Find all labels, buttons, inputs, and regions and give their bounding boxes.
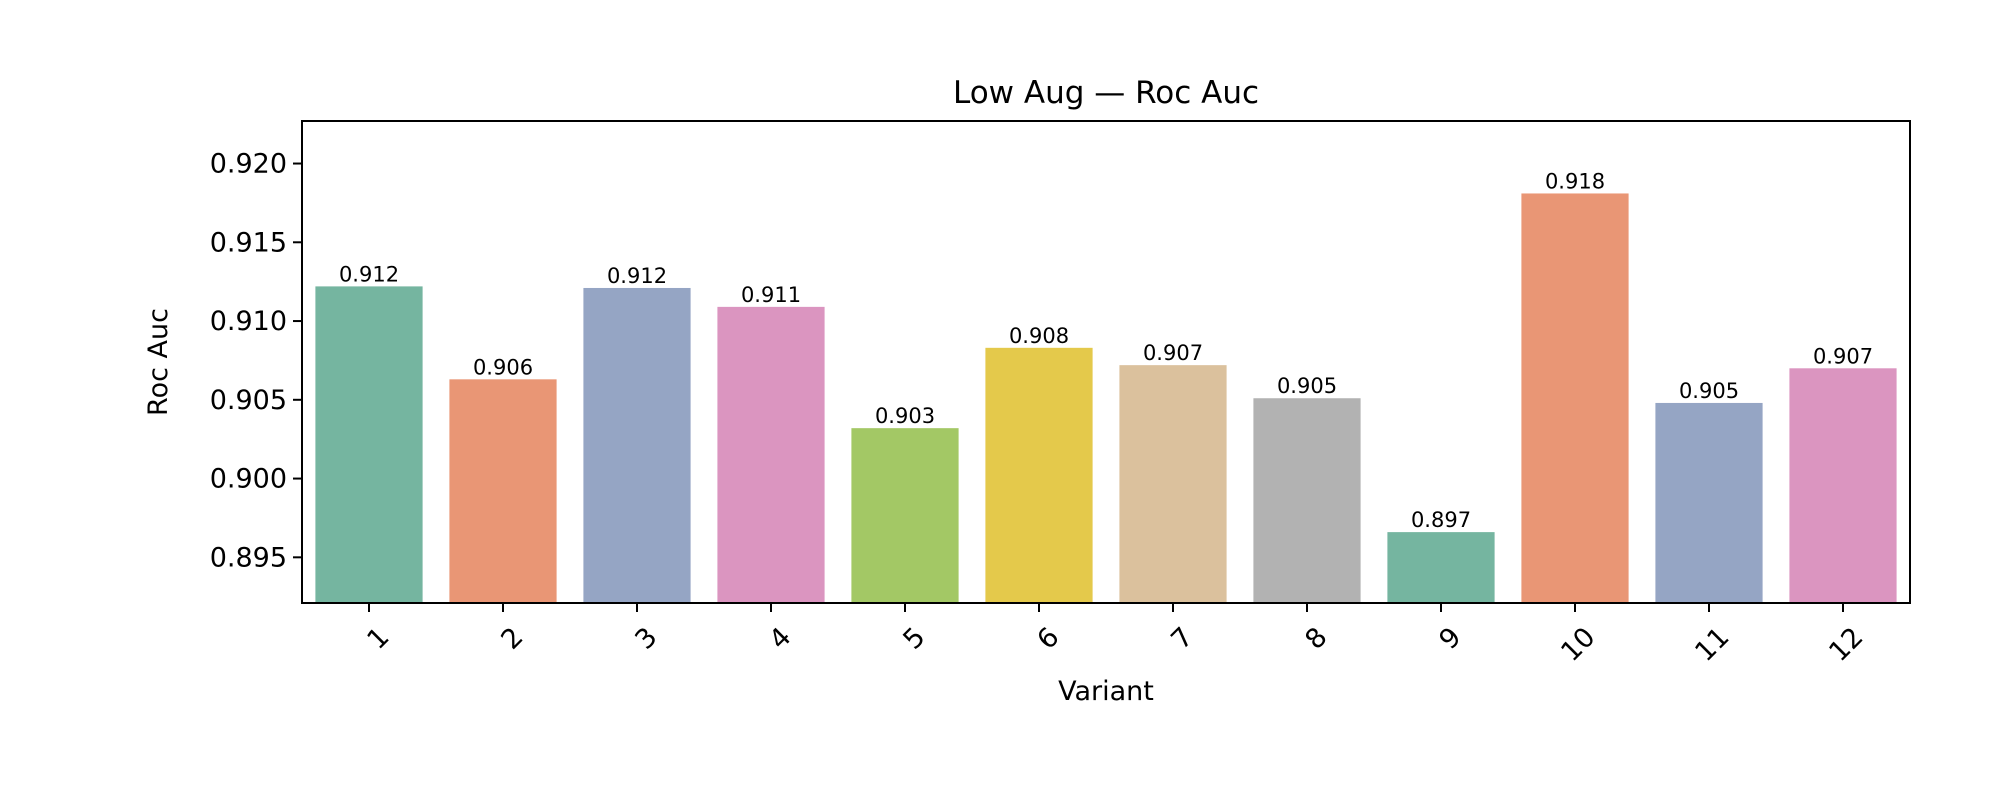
bar-variant-10 — [1521, 193, 1629, 603]
data-labels-layer: 0.912 0.906 0.912 0.911 0.903 0.908 0.907 0.905… — [339, 169, 1873, 532]
bar-variant-3 — [583, 287, 691, 603]
data-label-variant-9: 0.897 — [1411, 508, 1471, 532]
data-label-variant-6: 0.908 — [1009, 324, 1069, 348]
plot-frame — [301, 120, 1911, 604]
bar-variant-7 — [1119, 365, 1227, 603]
data-label-variant-7: 0.907 — [1143, 341, 1203, 365]
y-tick-label-0.910: 0.910 — [210, 306, 287, 337]
y-tick-label-0.895: 0.895 — [210, 542, 287, 573]
data-label-variant-11: 0.905 — [1679, 379, 1739, 403]
bar-variant-4 — [717, 306, 825, 603]
y-axis-label: Roc Auc — [143, 308, 174, 416]
bar-variant-5 — [851, 428, 959, 603]
bar-variant-12 — [1789, 368, 1897, 603]
data-label-variant-4: 0.911 — [741, 283, 801, 307]
data-label-variant-1: 0.912 — [339, 262, 399, 286]
data-label-variant-2: 0.906 — [473, 355, 533, 379]
y-axis-ticks: 0.895 0.900 0.905 0.910 0.915 0.920 — [210, 149, 302, 573]
y-tick-label-0.920: 0.920 — [210, 149, 287, 180]
bar-variant-9 — [1387, 532, 1495, 603]
bar-variant-1 — [315, 286, 423, 603]
bar-variant-8 — [1253, 398, 1361, 603]
bar-variant-6 — [985, 347, 1093, 603]
x-axis-label: Variant — [1058, 676, 1154, 707]
y-tick-label-0.905: 0.905 — [210, 385, 287, 416]
data-label-variant-12: 0.907 — [1813, 344, 1873, 368]
data-label-variant-3: 0.912 — [607, 264, 667, 288]
bars-layer — [315, 193, 1897, 603]
data-label-variant-8: 0.905 — [1277, 374, 1337, 398]
bar-variant-11 — [1655, 402, 1763, 603]
y-tick-label-0.915: 0.915 — [210, 227, 287, 258]
data-label-variant-5: 0.903 — [875, 404, 935, 428]
bar-variant-2 — [449, 379, 557, 603]
chart-title: Low Aug — Roc Auc — [953, 75, 1259, 111]
y-tick-label-0.900: 0.900 — [210, 464, 287, 495]
data-label-variant-10: 0.918 — [1545, 169, 1605, 193]
